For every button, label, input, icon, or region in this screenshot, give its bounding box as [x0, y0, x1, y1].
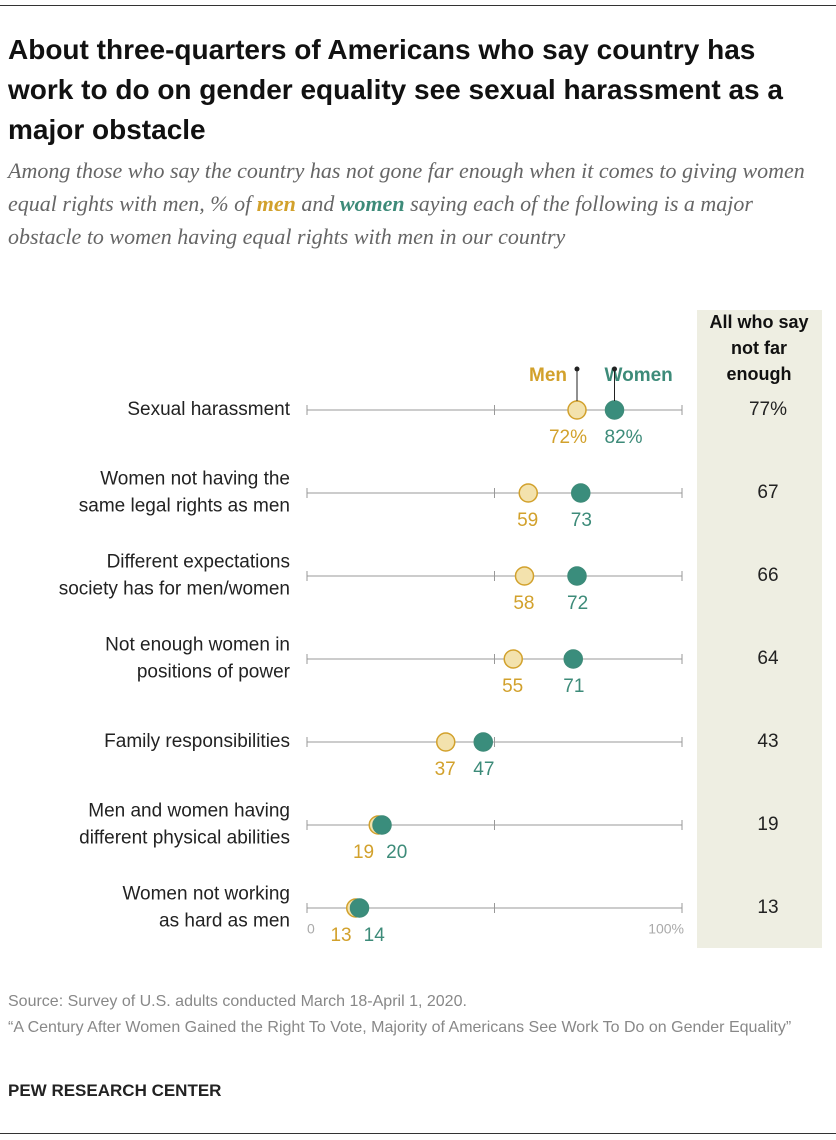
dot — [349, 898, 370, 918]
data-label: 13 — [330, 925, 351, 946]
data-label: 82% — [605, 427, 643, 448]
category-label: same legal rights as men — [79, 496, 290, 517]
total-header: not far — [731, 338, 787, 358]
data-label: 20 — [386, 842, 407, 863]
x-tick-label: 0 — [307, 921, 315, 937]
total-column-bg — [697, 310, 822, 948]
title: About three-quarters of Americans who sa… — [8, 34, 783, 145]
data-label: 14 — [364, 925, 386, 946]
subtitle: Among those who say the country has not … — [8, 154, 823, 253]
total-value: 43 — [757, 731, 778, 752]
total-value: 67 — [757, 482, 778, 503]
subtitle-text: Among those who say the country has not … — [8, 158, 805, 216]
data-label: 71 — [563, 676, 584, 697]
total-value: 64 — [757, 648, 779, 669]
category-label: Women not having the — [100, 469, 290, 490]
category-label: Sexual harassment — [127, 399, 290, 420]
total-value: 19 — [757, 814, 778, 835]
category-label: positions of power — [137, 662, 291, 683]
legend-leader-dot — [574, 366, 580, 372]
legend-leader-dot — [612, 366, 617, 372]
category-label: different physical abilities — [79, 828, 290, 849]
total-value: 77% — [749, 399, 787, 420]
total-header: All who say — [709, 312, 808, 332]
category-label: society has for men/women — [59, 579, 290, 600]
category-label: Family responsibilities — [104, 731, 290, 752]
top-rule — [0, 5, 836, 6]
dot — [571, 483, 591, 503]
category-label: Not enough women in — [105, 635, 290, 656]
total-value: 66 — [757, 565, 778, 586]
dot — [372, 815, 392, 835]
note: “A Century After Women Gained the Right … — [8, 1019, 792, 1036]
total-value: 13 — [757, 897, 778, 918]
source: Source: Survey of U.S. adults conducted … — [8, 993, 467, 1010]
data-label: 19 — [353, 842, 374, 863]
subtitle-men: men — [256, 191, 296, 216]
x-tick-label: 100% — [648, 921, 684, 937]
category-label: as hard as men — [159, 911, 290, 932]
dot — [518, 483, 538, 503]
dot — [436, 732, 456, 752]
category-label: Women not working — [122, 884, 290, 905]
dot — [473, 732, 493, 752]
data-label: 72% — [549, 427, 587, 448]
category-label: Men and women having — [88, 801, 290, 822]
category-label: Different expectations — [107, 552, 290, 573]
bottom-rule — [0, 1133, 836, 1134]
legend-label: Women — [605, 365, 673, 386]
data-label: 55 — [502, 676, 523, 697]
legend-label: Men — [529, 365, 567, 386]
dot — [563, 649, 583, 669]
data-label: 47 — [473, 759, 494, 780]
dot — [514, 566, 535, 586]
footer: PEW RESEARCH CENTER — [8, 1081, 222, 1100]
data-label: 59 — [517, 510, 538, 531]
subtitle-text: saying each of the following is a major … — [8, 191, 753, 249]
dot — [567, 566, 587, 586]
dot — [503, 649, 523, 669]
dot — [604, 400, 625, 420]
dot — [567, 400, 587, 420]
subtitle-text: and — [295, 191, 340, 216]
data-label: 37 — [435, 759, 456, 780]
data-label: 72 — [567, 593, 588, 614]
data-label: 73 — [571, 510, 592, 531]
total-header: enough — [727, 364, 792, 384]
data-label: 58 — [513, 593, 534, 614]
subtitle-women: women — [339, 191, 405, 216]
